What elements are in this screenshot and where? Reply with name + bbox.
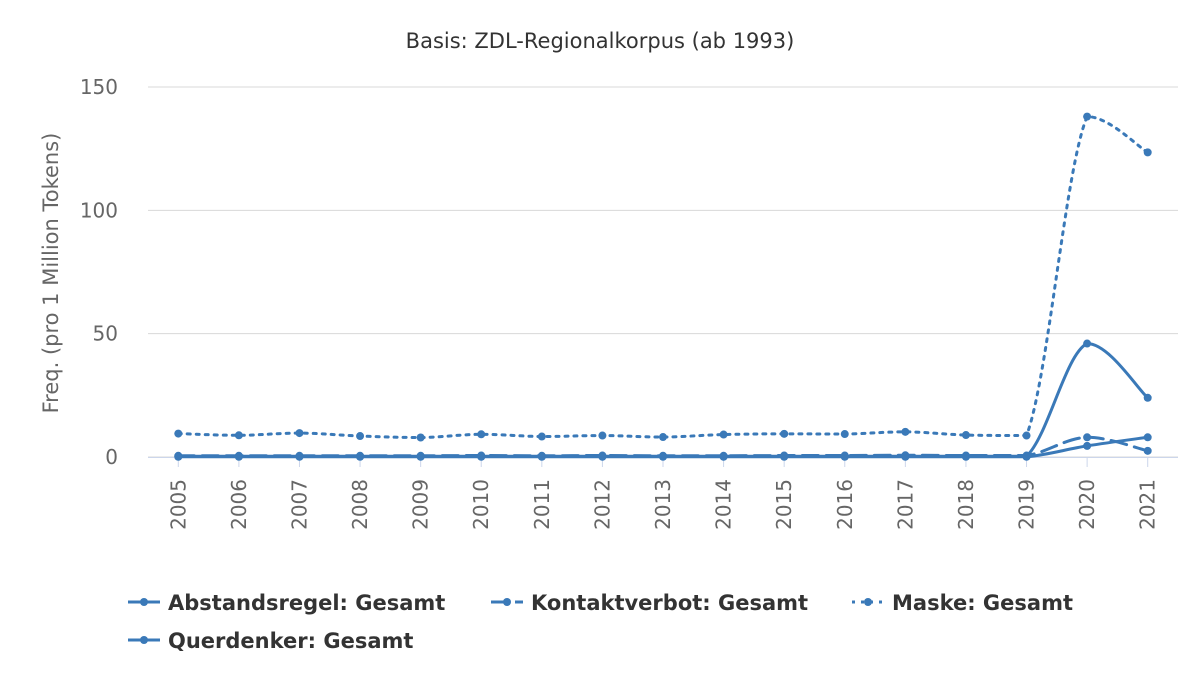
data-point[interactable]: [1022, 452, 1031, 461]
data-point[interactable]: [295, 429, 304, 438]
series-0: [174, 339, 1152, 461]
data-point[interactable]: [174, 429, 183, 438]
data-point[interactable]: [659, 452, 667, 461]
data-point[interactable]: [1083, 112, 1092, 121]
x-tick-label: 2005: [166, 479, 190, 530]
data-point[interactable]: [477, 452, 486, 461]
legend-item[interactable]: Kontaktverbot: Gesamt: [491, 591, 808, 615]
x-tick-label: 2008: [348, 479, 372, 530]
x-tick-label: 2006: [227, 479, 251, 530]
data-point[interactable]: [659, 433, 667, 442]
data-point[interactable]: [780, 452, 789, 461]
x-tick-label: 2020: [1075, 479, 1099, 530]
data-point[interactable]: [295, 452, 304, 461]
legend-marker: [140, 636, 148, 644]
grid-lines: [148, 86, 1178, 458]
data-point[interactable]: [1083, 441, 1092, 450]
x-axis: 2005 2006 2007 2008 2009 2010 2011 2012 2013 2014…: [148, 457, 1178, 530]
data-point[interactable]: [356, 432, 365, 441]
legend[interactable]: Abstandsregel: Gesamt Kontaktverbot: Gesa…: [128, 591, 1073, 653]
data-point[interactable]: [1143, 446, 1152, 455]
x-tick-label: 2013: [651, 479, 675, 530]
data-point[interactable]: [901, 427, 910, 436]
legend-item[interactable]: Abstandsregel: Gesamt: [128, 591, 445, 615]
data-point[interactable]: [1083, 433, 1092, 442]
x-tick-label: 2018: [954, 479, 978, 530]
data-point[interactable]: [356, 452, 365, 461]
x-tick-label: 2009: [409, 479, 433, 530]
legend-marker: [140, 598, 148, 606]
x-tick-label: 2010: [469, 479, 493, 530]
y-tick-label: 0: [105, 445, 118, 469]
data-point[interactable]: [961, 431, 970, 440]
x-tick-label: 2019: [1015, 479, 1039, 530]
x-tick-label: 2016: [833, 479, 857, 530]
data-point[interactable]: [961, 452, 970, 461]
series-3: [174, 433, 1152, 461]
y-tick-label: 100: [80, 198, 118, 222]
data-point[interactable]: [234, 431, 243, 440]
data-point[interactable]: [477, 430, 486, 439]
x-tick-label: 2015: [772, 479, 796, 530]
legend-marker: [864, 598, 872, 606]
legend-item[interactable]: Querdenker: Gesamt: [128, 629, 413, 653]
data-point[interactable]: [840, 452, 849, 461]
legend-marker: [503, 598, 511, 606]
data-point[interactable]: [537, 452, 546, 461]
legend-label: Querdenker: Gesamt: [168, 629, 413, 653]
legend-label: Kontaktverbot: Gesamt: [531, 591, 808, 615]
data-point[interactable]: [719, 430, 728, 439]
y-tick-label: 150: [80, 75, 118, 99]
data-point[interactable]: [1143, 148, 1152, 157]
y-axis-label: Freq. (pro 1 Million Tokens): [39, 133, 63, 414]
legend-label: Maske: Gesamt: [892, 591, 1073, 615]
data-point[interactable]: [174, 452, 183, 461]
series-line: [176, 115, 1150, 440]
data-point[interactable]: [598, 452, 607, 461]
legend-item[interactable]: Maske: Gesamt: [852, 591, 1073, 615]
y-tick-label: 50: [93, 322, 118, 346]
data-point[interactable]: [416, 452, 425, 461]
data-point[interactable]: [901, 452, 910, 461]
data-point[interactable]: [719, 452, 728, 461]
data-point[interactable]: [1083, 339, 1092, 348]
x-tick-label: 2012: [590, 479, 614, 530]
x-tick-label: 2011: [530, 479, 554, 530]
data-point[interactable]: [1022, 431, 1031, 440]
data-point[interactable]: [598, 431, 607, 440]
data-point[interactable]: [1143, 393, 1152, 402]
data-point[interactable]: [537, 432, 546, 441]
data-point[interactable]: [416, 433, 425, 442]
x-tick-label: 2017: [893, 479, 917, 530]
legend-label: Abstandsregel: Gesamt: [168, 591, 445, 615]
x-tick-label: 2007: [287, 479, 311, 530]
chart-title: Basis: ZDL-Regionalkorpus (ab 1993): [406, 29, 795, 53]
data-point[interactable]: [780, 429, 789, 438]
data-point[interactable]: [1143, 433, 1152, 442]
series-group: [174, 112, 1152, 461]
series-2: [174, 112, 1152, 442]
x-tick-label: 2021: [1136, 479, 1160, 530]
data-point[interactable]: [840, 430, 849, 439]
data-point[interactable]: [234, 452, 243, 461]
y-axis-ticks: 0 50 100 150: [80, 75, 118, 469]
x-tick-label: 2014: [712, 479, 736, 530]
